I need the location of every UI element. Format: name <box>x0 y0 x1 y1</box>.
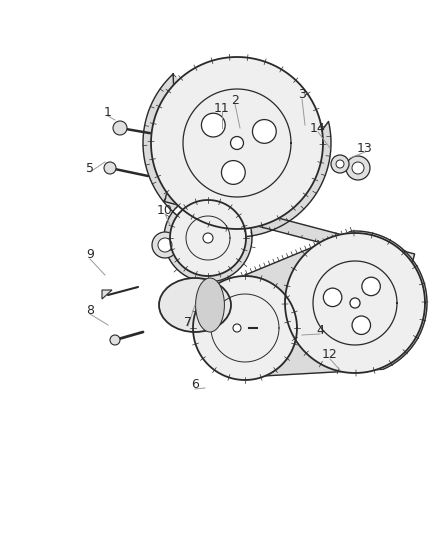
Circle shape <box>252 119 276 143</box>
Text: 6: 6 <box>191 378 199 392</box>
Text: 5: 5 <box>86 161 94 174</box>
Text: 4: 4 <box>316 324 324 336</box>
Text: 3: 3 <box>298 88 306 101</box>
Circle shape <box>352 162 364 174</box>
Circle shape <box>346 156 370 180</box>
Text: 13: 13 <box>357 141 373 155</box>
Text: 1: 1 <box>104 106 112 118</box>
Polygon shape <box>193 276 297 380</box>
Circle shape <box>203 233 213 243</box>
Text: 10: 10 <box>157 204 173 216</box>
Circle shape <box>104 162 116 174</box>
Text: 8: 8 <box>86 303 94 317</box>
Circle shape <box>113 121 127 135</box>
Circle shape <box>152 232 178 258</box>
Text: 2: 2 <box>231 93 239 107</box>
Polygon shape <box>285 233 425 373</box>
Polygon shape <box>170 200 246 276</box>
Polygon shape <box>151 57 323 229</box>
Text: 11: 11 <box>214 101 230 115</box>
Circle shape <box>350 298 360 308</box>
Text: 12: 12 <box>322 349 338 361</box>
Circle shape <box>233 324 241 332</box>
Text: 14: 14 <box>310 122 326 134</box>
Circle shape <box>158 238 172 252</box>
Polygon shape <box>102 290 112 299</box>
Text: 9: 9 <box>86 248 94 262</box>
Text: 7: 7 <box>184 316 192 328</box>
Circle shape <box>352 316 371 335</box>
Circle shape <box>201 113 225 137</box>
Circle shape <box>331 155 349 173</box>
Circle shape <box>323 288 342 306</box>
Circle shape <box>230 136 244 149</box>
Polygon shape <box>165 189 415 266</box>
Circle shape <box>362 277 380 296</box>
Polygon shape <box>243 231 427 376</box>
Circle shape <box>222 160 245 184</box>
Ellipse shape <box>159 278 231 332</box>
Circle shape <box>336 160 344 168</box>
Circle shape <box>110 335 120 345</box>
Polygon shape <box>143 74 331 282</box>
Ellipse shape <box>196 278 224 332</box>
